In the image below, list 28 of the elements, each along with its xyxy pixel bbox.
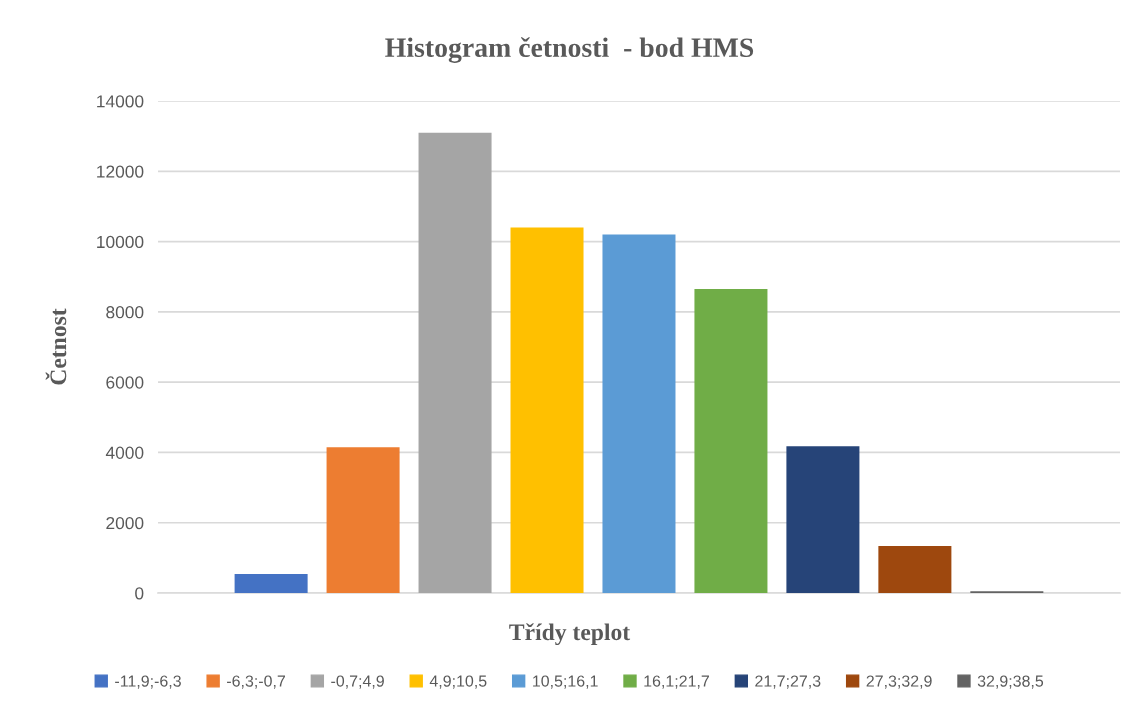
legend-label: 10,5;16,1 — [533, 675, 598, 689]
y-tick-label: 8000 — [106, 306, 144, 319]
chart-title: Histogram četnosti - bod HMS — [385, 37, 754, 63]
bar — [694, 289, 768, 594]
y-tick-label: 2000 — [106, 516, 144, 530]
legend-label: 21,7;27,3 — [755, 675, 821, 689]
y-axis-title: Četnost — [45, 308, 67, 385]
legend-label: -0,7;4,9 — [331, 675, 384, 689]
bar — [602, 234, 676, 594]
y-tick-label: 10000 — [97, 235, 144, 249]
y-tick-label: 0 — [135, 587, 144, 600]
legend-label: 4,9;10,5 — [429, 675, 487, 689]
legend-label: -6,3;-0,7 — [227, 675, 285, 689]
legend-label: 27,3;32,9 — [866, 675, 932, 689]
y-tick-label: 12000 — [97, 165, 144, 178]
bar — [878, 545, 952, 594]
y-tick-label: 6000 — [106, 376, 144, 389]
legend-label: 32,9;38,5 — [977, 675, 1044, 689]
bar — [326, 447, 400, 594]
y-tick-label: 14000 — [97, 95, 144, 108]
legend-label: -11,9;-6,3 — [115, 675, 181, 689]
legend-label: 16,1;21,7 — [644, 675, 709, 689]
x-axis-title: Třídy teplot — [509, 623, 631, 646]
bar — [234, 574, 308, 594]
y-tick-label: 4000 — [105, 446, 144, 459]
bar — [786, 446, 860, 594]
bar — [510, 227, 584, 594]
bar — [418, 132, 492, 594]
